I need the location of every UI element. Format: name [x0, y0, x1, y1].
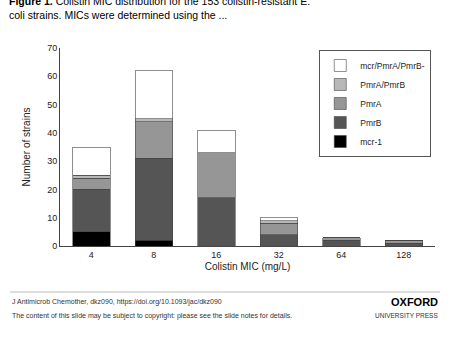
- svg-text:4: 4: [89, 250, 94, 260]
- svg-text:70: 70: [47, 43, 57, 53]
- svg-text:40: 40: [47, 128, 57, 138]
- svg-text:64: 64: [336, 250, 346, 260]
- svg-text:20: 20: [47, 185, 57, 195]
- svg-text:J Antimicrob Chemother, dkz090: J Antimicrob Chemother, dkz090, https://…: [12, 298, 222, 306]
- svg-text:mcr-1: mcr-1: [360, 137, 382, 147]
- svg-text:PmrB: PmrB: [360, 118, 382, 128]
- svg-text:16: 16: [211, 250, 221, 260]
- svg-text:10: 10: [47, 213, 57, 223]
- svg-text:Number of strains: Number of strains: [21, 108, 32, 187]
- svg-text:OXFORD: OXFORD: [391, 296, 438, 308]
- svg-text:PmrA: PmrA: [360, 99, 382, 109]
- svg-text:PmrA/PmrB: PmrA/PmrB: [360, 80, 405, 90]
- svg-text:32: 32: [274, 250, 284, 260]
- svg-text:8: 8: [151, 250, 156, 260]
- svg-text:Colistin MIC (mg/L): Colistin MIC (mg/L): [205, 261, 291, 272]
- svg-text:Figure 1. Colistin MIC distrib: Figure 1. Colistin MIC distribution for …: [9, 0, 310, 21]
- svg-text:60: 60: [47, 71, 57, 81]
- svg-text:UNIVERSITY PRESS: UNIVERSITY PRESS: [375, 312, 438, 319]
- svg-text:mcr/PmrA/PmrB-: mcr/PmrA/PmrB-: [360, 61, 424, 71]
- svg-text:30: 30: [47, 156, 57, 166]
- svg-text:0: 0: [52, 241, 57, 251]
- svg-text:The content of this slide may: The content of this slide may be subject…: [12, 312, 292, 320]
- svg-text:128: 128: [396, 250, 411, 260]
- svg-text:50: 50: [47, 100, 57, 110]
